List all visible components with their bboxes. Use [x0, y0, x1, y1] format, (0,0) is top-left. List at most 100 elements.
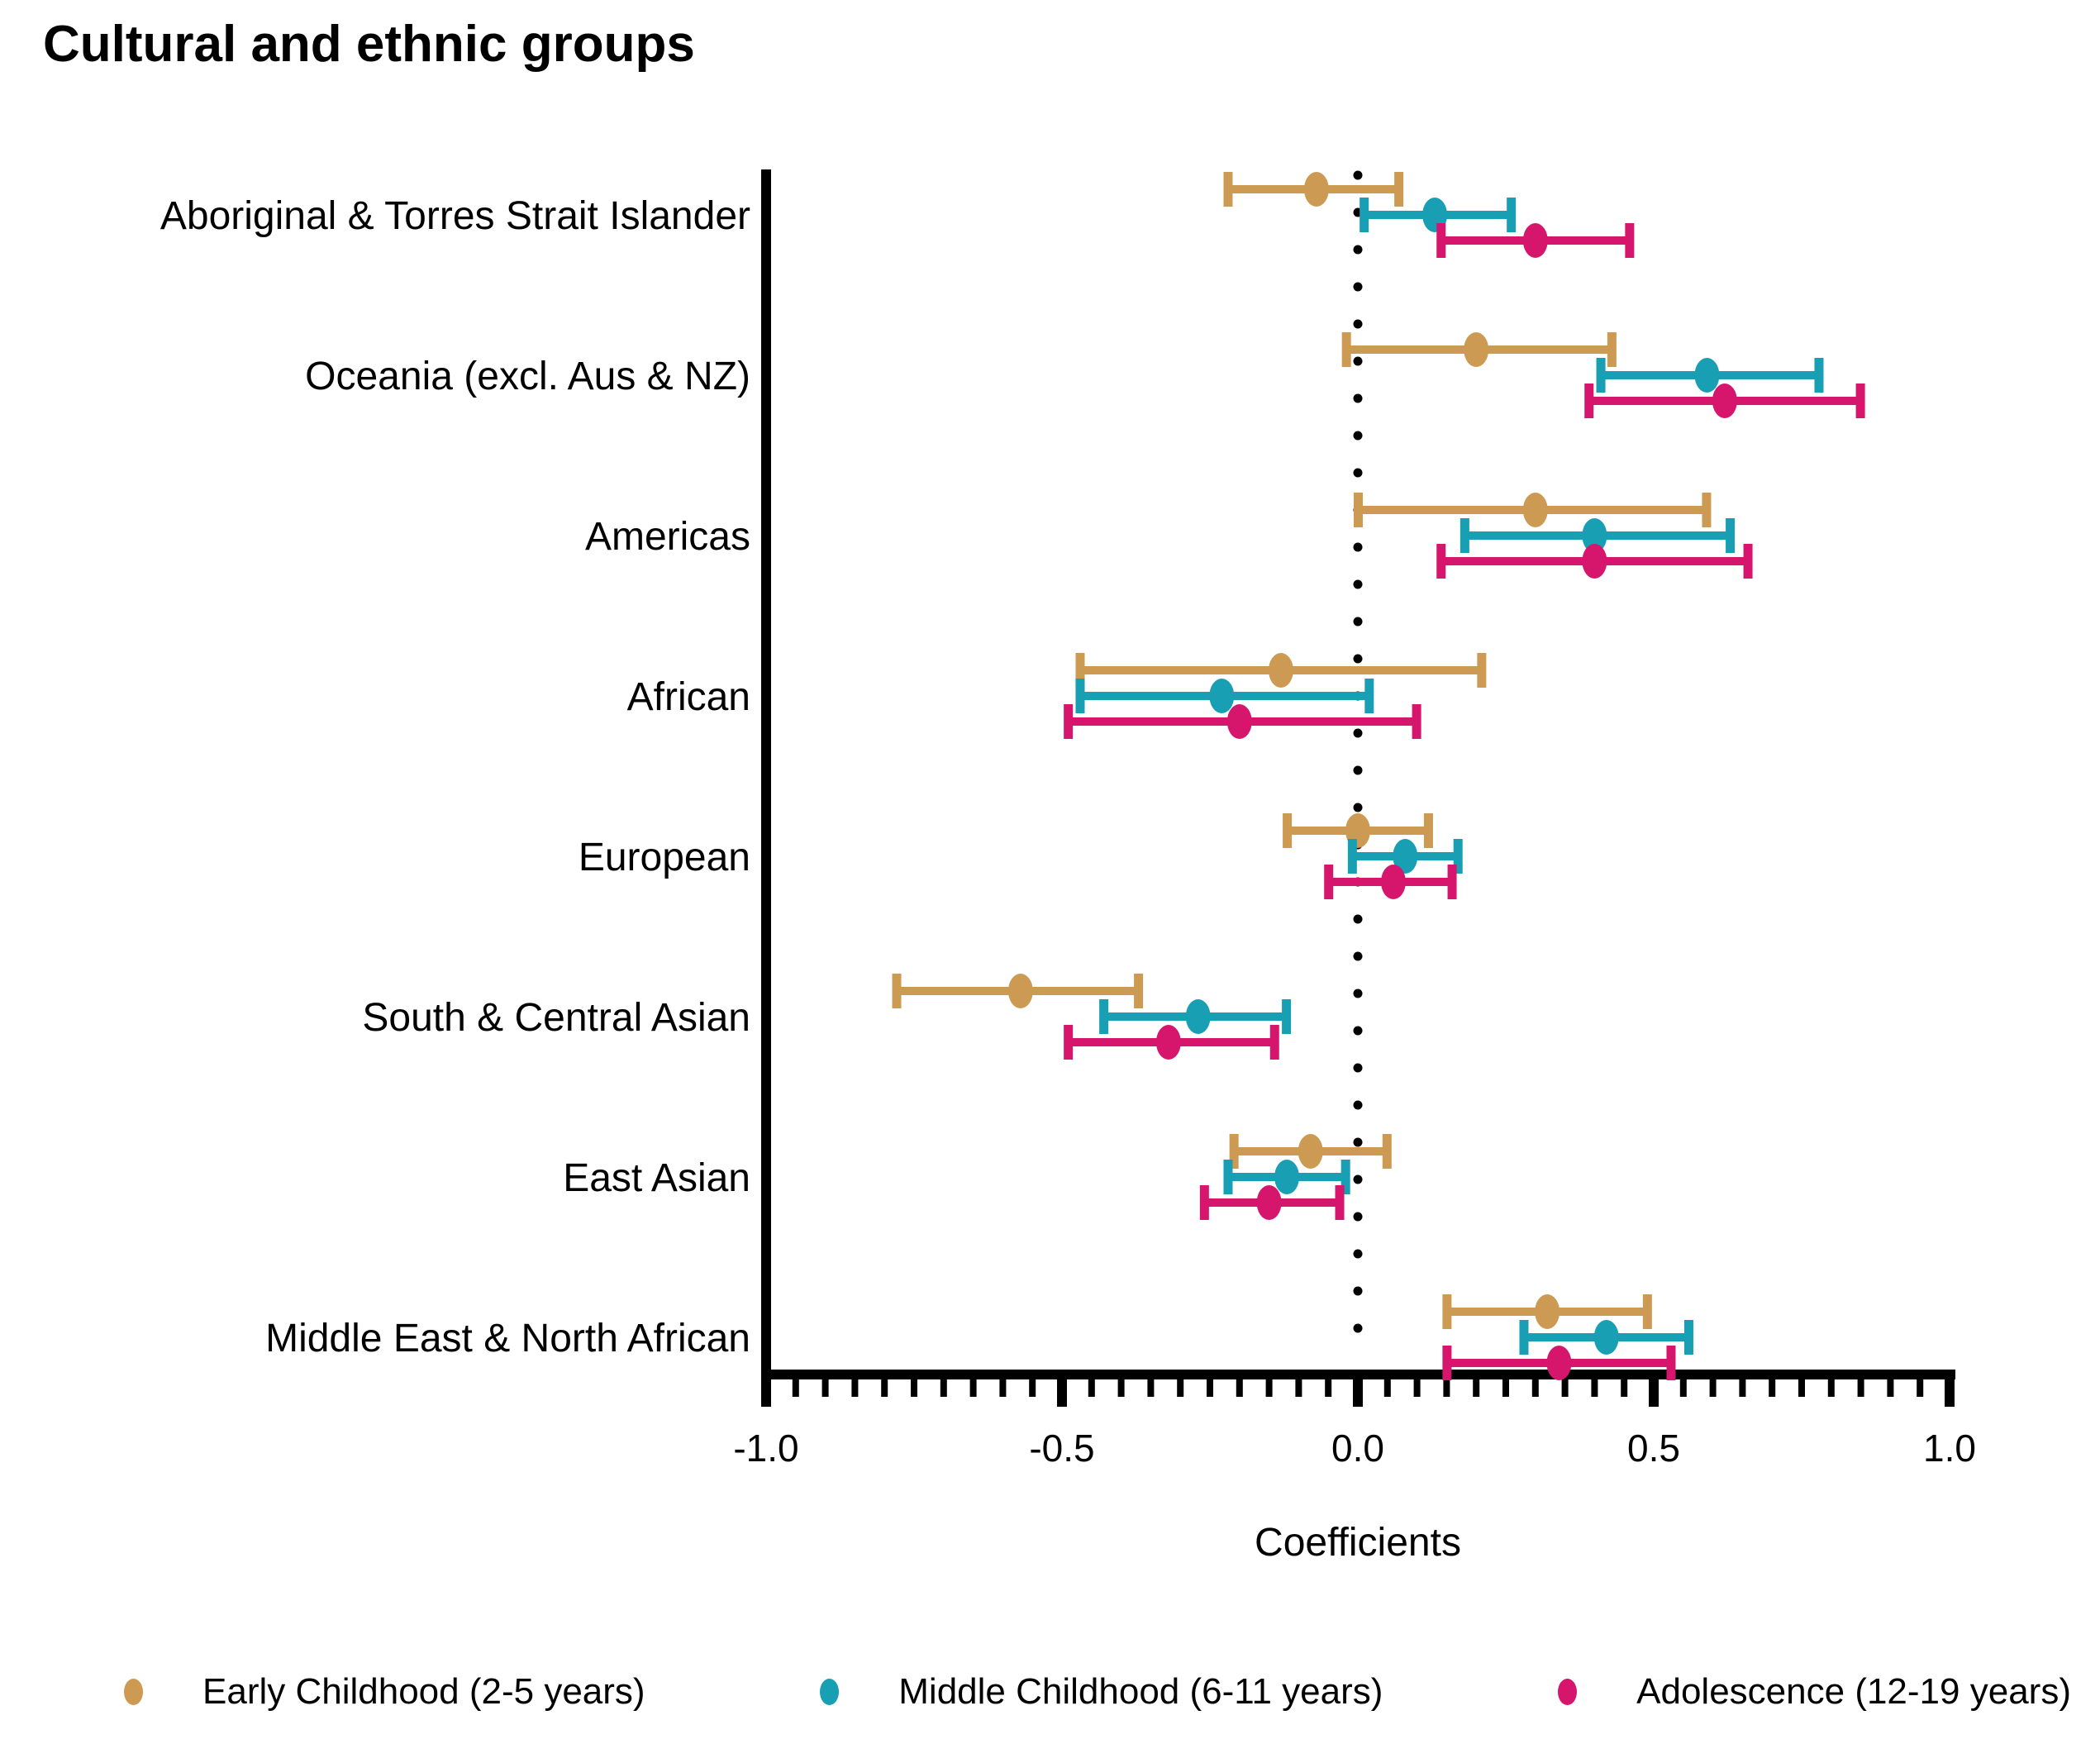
ci-cap-high [1282, 999, 1292, 1034]
x-minor-tick [1207, 1379, 1213, 1397]
zero-reference-line [1353, 170, 1363, 1333]
category-labels: Aboriginal & Torres Strait Islander Ocean… [160, 194, 750, 1360]
x-minor-tick [1117, 1379, 1125, 1397]
x-minor-tick [1769, 1379, 1776, 1397]
x-minor-tick [1325, 1379, 1332, 1397]
category-label-oceania-excl-aus-nz: Oceania (excl. Aus & NZ) [305, 355, 750, 398]
x-minor-tick [851, 1379, 859, 1397]
zero-line-dot [1353, 1323, 1363, 1333]
error-bar-americas [1354, 493, 1712, 527]
x-tick-label: -1.0 [733, 1427, 798, 1470]
zero-line-dot [1353, 282, 1363, 292]
x-minor-tick [1917, 1379, 1924, 1397]
chart-legend: Early Childhood (2-5 years) Middle Child… [0, 1655, 2100, 1729]
x-minor-tick [969, 1379, 977, 1397]
x-minor-tick [1739, 1379, 1746, 1397]
zero-line-dot [1353, 319, 1363, 329]
point-marker [1155, 1025, 1181, 1060]
ci-cap-low [1064, 704, 1074, 739]
x-minor-tick [1413, 1379, 1421, 1397]
point-marker [1380, 865, 1406, 899]
chart-title: Cultural and ethnic groups [43, 16, 695, 73]
category-label-middle-east-north-african: Middle East & North African [265, 1317, 750, 1360]
error-bar-aboriginal-torres-strait-islander [1436, 223, 1635, 258]
zero-line-dot [1353, 579, 1363, 589]
x-minor-tick [1147, 1379, 1155, 1397]
ci-cap-low [1436, 544, 1446, 579]
ci-cap-high [1607, 332, 1617, 367]
series-early-childhood-2-5-years [892, 172, 1712, 1329]
zero-line-dot [1353, 914, 1363, 924]
ci-cap-high [1423, 813, 1433, 848]
x-tick [761, 1379, 771, 1407]
ci-cap-low [1584, 384, 1594, 418]
point-marker [1185, 999, 1211, 1034]
category-label-european: European [579, 836, 750, 879]
legend-marker-middle-childhood-icon [820, 1679, 840, 1705]
ci-cap-low [1075, 653, 1085, 688]
zero-line-dot [1353, 951, 1363, 961]
zero-line-dot [1353, 1026, 1363, 1036]
error-bar-east-asian [1199, 1185, 1345, 1220]
x-minor-tick [1887, 1379, 1894, 1397]
ci-cap-low [1324, 865, 1334, 899]
zero-line-dot [1353, 617, 1363, 627]
series-middle-childhood-6-11-years [1075, 198, 1824, 1355]
legend-label-adolescence: Adolescence (12-19 years) [1636, 1671, 2071, 1712]
legend-label-middle-childhood: Middle Childhood (6-11 years) [898, 1671, 1383, 1712]
ci-cap-low [1283, 813, 1293, 848]
ci-cap-high [1412, 704, 1421, 739]
ci-cap-high [1382, 1134, 1392, 1169]
category-label-aboriginal-torres-strait-islander: Aboriginal & Torres Strait Islander [160, 194, 750, 238]
x-minor-tick [1383, 1379, 1391, 1397]
point-marker [1256, 1185, 1282, 1220]
x-minor-tick [821, 1379, 829, 1397]
zero-line-dot [1353, 728, 1363, 738]
point-marker [1522, 223, 1548, 258]
ci-cap-low [1460, 518, 1469, 553]
ci-cap-high [1507, 198, 1517, 232]
x-axis-line [761, 1370, 1955, 1379]
x-tick-label: 0.5 [1627, 1427, 1680, 1470]
x-minor-tick [1029, 1379, 1036, 1397]
point-marker [1522, 493, 1548, 527]
error-bar-south-central-asian [892, 974, 1144, 1008]
category-label-south-central-asian: South & Central Asian [362, 996, 750, 1040]
x-minor-tick [1709, 1379, 1717, 1397]
ci-cap-high [1855, 384, 1865, 418]
legend-label-early-childhood: Early Childhood (2-5 years) [202, 1671, 645, 1712]
ci-cap-high [1683, 1320, 1693, 1355]
zero-line-dot [1353, 356, 1363, 366]
ci-cap-high [1743, 544, 1753, 579]
ci-cap-low [1360, 198, 1369, 232]
x-minor-tick [1531, 1379, 1539, 1397]
zero-line-dot [1353, 170, 1363, 180]
x-tick-label: -0.5 [1029, 1427, 1094, 1470]
ci-cap-low [892, 974, 902, 1008]
zero-line-dot [1353, 1249, 1363, 1259]
ci-cap-high [1702, 493, 1712, 527]
ci-cap-high [1447, 865, 1457, 899]
ci-cap-low [1099, 999, 1109, 1034]
ci-cap-high [1726, 518, 1736, 553]
ci-cap-high [1394, 172, 1404, 207]
x-minor-tick [911, 1379, 917, 1397]
zero-line-dot [1353, 803, 1363, 812]
error-bar-south-central-asian [1064, 1025, 1279, 1060]
zero-line-dot [1353, 989, 1363, 998]
ci-cap-high [1642, 1294, 1652, 1329]
point-marker [1582, 518, 1607, 553]
error-bar-south-central-asian [1099, 999, 1292, 1034]
point-marker [1209, 679, 1235, 713]
point-marker [1582, 544, 1607, 579]
ci-cap-high [1453, 839, 1463, 874]
ci-cap-low [1442, 1346, 1452, 1380]
ci-cap-low [1436, 223, 1446, 258]
zero-line-dot [1353, 1286, 1363, 1296]
ci-cap-low [1341, 332, 1351, 367]
ci-cap-high [1814, 358, 1824, 393]
x-minor-tick [1443, 1379, 1450, 1397]
error-bar-african [1075, 653, 1487, 688]
point-marker [1546, 1346, 1572, 1380]
legend-item-early-childhood: Early Childhood (2-5 years) [124, 1671, 645, 1713]
